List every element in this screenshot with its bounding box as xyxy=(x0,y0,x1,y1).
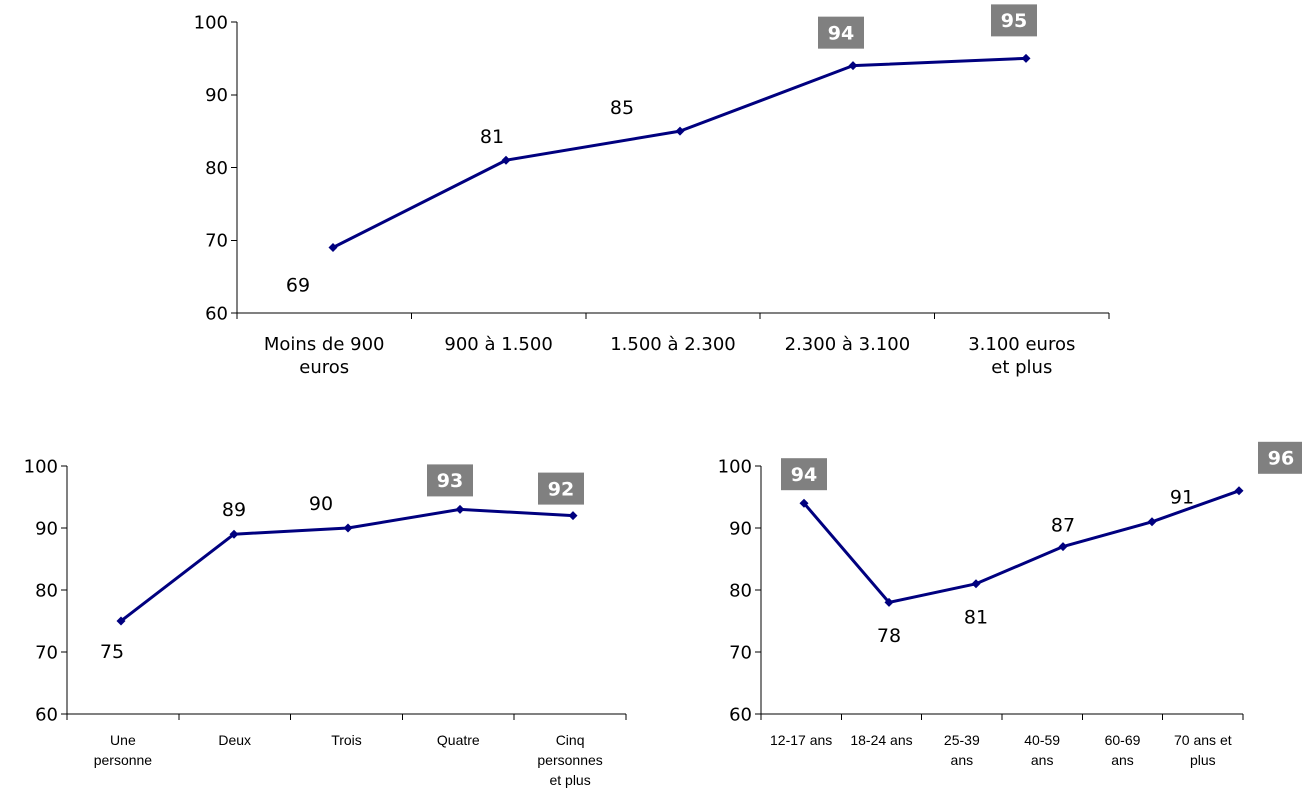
data-label: 78 xyxy=(877,625,901,647)
data-point-marker xyxy=(1234,486,1244,496)
data-label: 89 xyxy=(222,499,246,521)
y-tick-label: 60 xyxy=(35,704,58,725)
data-point-marker xyxy=(971,579,981,589)
data-label: 75 xyxy=(100,641,124,663)
x-tick-label: 70 ans et plus xyxy=(1174,732,1232,768)
y-tick-label: 100 xyxy=(718,456,752,477)
data-point-marker xyxy=(799,498,809,508)
data-point-marker xyxy=(328,243,338,253)
data-point-marker xyxy=(848,61,858,71)
y-tick-label: 70 xyxy=(35,642,58,663)
data-point-marker xyxy=(568,511,578,521)
y-tick-label: 90 xyxy=(205,85,228,106)
data-label: 69 xyxy=(286,274,310,296)
y-tick-label: 80 xyxy=(729,580,752,601)
data-label-box xyxy=(538,472,584,505)
series-line xyxy=(802,489,1241,604)
data-point-marker xyxy=(229,529,239,539)
data-point-marker xyxy=(675,126,685,136)
x-tick-label: Quatre xyxy=(437,732,480,748)
y-tick-label: 90 xyxy=(35,518,58,539)
data-label: 85 xyxy=(610,97,634,119)
series-line xyxy=(331,56,1028,250)
x-tick-label: Deux xyxy=(218,732,251,748)
data-point-marker xyxy=(1147,517,1157,527)
x-tick-label: 25-39 ans xyxy=(944,732,980,768)
data-point-marker xyxy=(884,597,894,607)
data-label: 90 xyxy=(309,493,333,515)
data-point-marker xyxy=(116,616,126,626)
x-tick-label: Une personne xyxy=(94,732,153,768)
data-point-marker xyxy=(1058,542,1068,552)
data-label-box xyxy=(991,4,1037,37)
y-tick-label: 70 xyxy=(729,642,752,663)
data-label: 92 xyxy=(548,478,574,500)
data-point-marker xyxy=(343,523,353,533)
y-tick-label: 100 xyxy=(194,12,228,33)
data-point-marker xyxy=(501,155,511,165)
chart-household-size: 60 70 80 90 100 Une personne Deux Trois Quatre Cin… xyxy=(24,456,627,788)
x-tick-label: 12-17 ans xyxy=(770,732,832,748)
data-label: 96 xyxy=(1268,448,1294,470)
data-label: 91 xyxy=(1170,487,1194,509)
y-tick-label: 60 xyxy=(205,303,228,324)
chart-income: 60 70 80 90 100 Moins de 900 euros 900 à 1.500 1… xyxy=(194,4,1110,378)
data-label-box xyxy=(781,458,827,491)
x-tick-label: 18-24 ans xyxy=(850,732,912,748)
x-tick-label: 3.100 euros et plus xyxy=(968,334,1075,378)
y-tick-label: 90 xyxy=(729,518,752,539)
x-tick-label: Cinq personnes et plus xyxy=(537,732,602,788)
chart-age: 60 70 80 90 100 12-17 ans 18-24 ans 25-39 ans 40-… xyxy=(718,441,1302,768)
y-tick-label: 70 xyxy=(205,231,228,252)
x-tick-label: 60-69 ans xyxy=(1105,732,1141,768)
x-tick-label: Trois xyxy=(331,732,362,748)
data-label-box xyxy=(818,16,864,49)
data-point-marker xyxy=(1021,53,1031,63)
x-tick-label: 40-59 ans xyxy=(1024,732,1060,768)
data-label: 94 xyxy=(791,464,817,486)
data-label-box xyxy=(1258,441,1302,474)
data-label: 81 xyxy=(964,607,988,629)
data-label: 93 xyxy=(437,470,463,492)
data-label: 94 xyxy=(828,22,854,44)
x-tick-label: 2.300 à 3.100 xyxy=(785,334,911,355)
y-tick-label: 80 xyxy=(35,580,58,601)
x-tick-label: 1.500 à 2.300 xyxy=(610,334,736,355)
x-tick-label: 900 à 1.500 xyxy=(444,334,552,355)
data-label: 95 xyxy=(1001,10,1027,32)
data-point-marker xyxy=(455,504,465,514)
y-tick-label: 100 xyxy=(24,456,58,477)
x-tick-label: Moins de 900 euros xyxy=(264,334,385,378)
data-label: 87 xyxy=(1051,514,1075,536)
data-label-box xyxy=(427,464,473,497)
data-label: 81 xyxy=(480,126,504,148)
y-tick-label: 60 xyxy=(729,704,752,725)
y-tick-label: 80 xyxy=(205,158,228,179)
